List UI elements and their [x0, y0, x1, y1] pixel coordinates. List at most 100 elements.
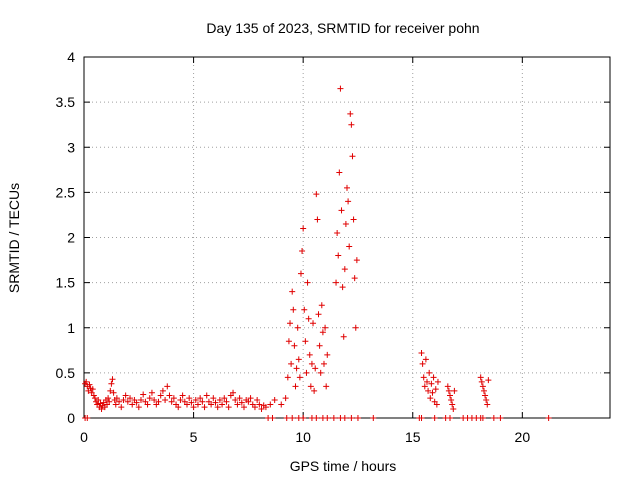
- data-point: [350, 216, 357, 223]
- data-point: [323, 383, 330, 390]
- data-point: [208, 401, 215, 408]
- data-point: [324, 415, 331, 421]
- data-point: [306, 351, 313, 358]
- data-point: [423, 378, 430, 385]
- axis-ticks: [83, 56, 610, 419]
- data-point: [295, 356, 302, 363]
- data-point: [144, 401, 151, 408]
- data-point: [432, 386, 439, 393]
- data-point: [105, 395, 112, 402]
- data-point: [283, 415, 290, 421]
- data-point: [312, 365, 319, 372]
- data-point: [245, 398, 252, 405]
- data-point: [168, 398, 175, 405]
- data-point: [483, 396, 490, 403]
- data-point: [129, 401, 136, 408]
- data-point: [297, 270, 304, 277]
- data-point: [164, 383, 171, 390]
- data-point: [216, 396, 223, 403]
- data-point: [479, 415, 486, 421]
- data-point: [302, 338, 309, 345]
- tick-labels: 0 0.5 1 1.5 2 2.5 3 3.5 4 0 5 10 15 20: [56, 49, 531, 445]
- data-point: [177, 396, 184, 403]
- data-point: [545, 415, 552, 421]
- data-point: [296, 374, 303, 381]
- data-point: [451, 387, 458, 394]
- data-point: [431, 415, 438, 421]
- data-point: [186, 395, 193, 402]
- data-point: [479, 383, 486, 390]
- data-point: [308, 360, 315, 367]
- data-point: [428, 380, 435, 387]
- data-point: [299, 248, 306, 255]
- data-point: [146, 395, 153, 402]
- data-point: [313, 191, 320, 198]
- data-point: [348, 415, 355, 421]
- data-point: [370, 415, 377, 421]
- data-point: [278, 401, 285, 408]
- data-point: [316, 342, 323, 349]
- data-point: [203, 392, 210, 399]
- data-point: [122, 392, 129, 399]
- data-point: [162, 396, 169, 403]
- data-point: [320, 360, 327, 367]
- data-point: [478, 378, 485, 385]
- data-point: [290, 306, 297, 313]
- data-point: [254, 396, 261, 403]
- data-point: [192, 396, 199, 403]
- y-tick-label: 1.5: [56, 275, 76, 291]
- data-point: [418, 415, 425, 421]
- data-point: [448, 396, 455, 403]
- x-tick-label: 0: [80, 429, 88, 445]
- x-tick-label: 20: [515, 429, 531, 445]
- data-point: [351, 275, 358, 282]
- data-point: [236, 395, 243, 402]
- data-point: [230, 389, 237, 396]
- data-point: [425, 387, 432, 394]
- chart-title: Day 135 of 2023, SRMTID for receiver poh…: [206, 20, 479, 36]
- data-point: [112, 401, 119, 408]
- data-point: [339, 284, 346, 291]
- data-point: [315, 311, 322, 318]
- data-point: [303, 369, 310, 376]
- data-point: [271, 396, 278, 403]
- data-point: [345, 198, 352, 205]
- data-point: [485, 377, 492, 384]
- data-point: [201, 404, 208, 411]
- data-point: [314, 216, 321, 223]
- data-point: [434, 378, 441, 385]
- data-point: [289, 415, 296, 421]
- data-point: [426, 369, 433, 376]
- data-point: [247, 395, 254, 402]
- x-axis-label: GPS time / hours: [290, 458, 397, 474]
- data-point: [287, 320, 294, 327]
- data-point: [258, 405, 265, 412]
- data-point: [113, 395, 120, 402]
- data-point: [110, 389, 117, 396]
- data-point: [86, 381, 93, 388]
- data-point: [288, 360, 295, 367]
- data-point: [135, 404, 142, 411]
- data-point: [282, 395, 289, 402]
- data-point: [120, 396, 127, 403]
- data-point: [219, 401, 226, 408]
- data-point: [353, 257, 360, 264]
- data-point: [256, 401, 263, 408]
- data-point: [184, 401, 191, 408]
- y-tick-label: 0: [67, 410, 75, 426]
- y-tick-label: 4: [67, 49, 75, 65]
- data-point: [232, 396, 239, 403]
- data-point: [477, 374, 484, 381]
- data-point: [333, 279, 340, 286]
- data-point: [324, 351, 331, 358]
- data-point: [305, 315, 312, 322]
- data-point: [95, 396, 102, 403]
- data-point: [170, 395, 177, 402]
- data-point: [238, 399, 245, 406]
- data-point: [269, 415, 276, 421]
- data-points: [82, 85, 552, 421]
- data-point: [480, 387, 487, 394]
- data-point: [445, 387, 452, 394]
- data-point: [421, 383, 428, 390]
